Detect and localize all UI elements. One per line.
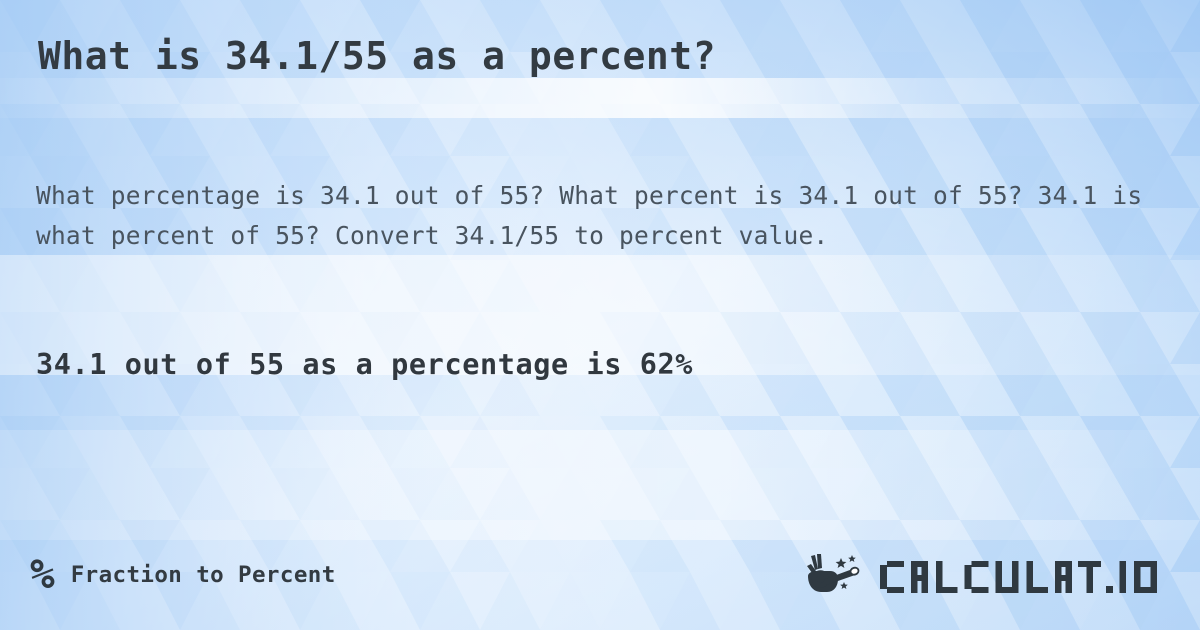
question-description: What percentage is 34.1 out of 55? What … — [36, 181, 1143, 250]
brand-wordmark — [878, 554, 1168, 596]
page-title: What is 34.1/55 as a percent? — [38, 34, 716, 78]
answer-result: 34.1 out of 55 as a percentage is 62% — [36, 348, 694, 381]
footer-category-group: % Fraction to Percent — [30, 546, 336, 604]
percent-icon: % — [30, 549, 55, 598]
footer: % Fraction to Percent — [0, 546, 1200, 604]
footer-category-label: Fraction to Percent — [70, 562, 336, 588]
brand-logo[interactable] — [805, 546, 1168, 604]
magic-wand-hand-icon — [805, 552, 869, 598]
